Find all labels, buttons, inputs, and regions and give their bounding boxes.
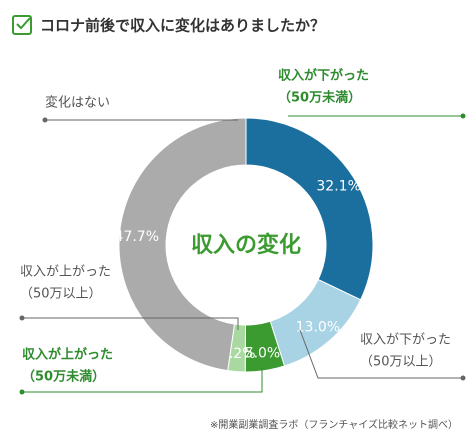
- leader-dot: [19, 315, 25, 321]
- value-label: 13.0%: [296, 320, 340, 336]
- donut-segment: [118, 117, 247, 372]
- category-label: 収入が上がった: [22, 347, 113, 363]
- category-label: （50万以上）: [20, 287, 102, 302]
- donut-segment: [245, 117, 374, 301]
- category-label: 収入が下がった: [278, 68, 369, 84]
- category-label: （50万未満）: [278, 90, 361, 106]
- check-icon: [16, 17, 31, 30]
- leader-dot: [460, 375, 466, 381]
- category-label: 収入が下がった: [360, 333, 451, 348]
- center-label: 収入の変化: [191, 232, 301, 258]
- leader-line: [299, 329, 463, 379]
- check-box: [12, 15, 32, 35]
- category-label: （50万以上）: [360, 355, 442, 370]
- value-label: 32.1%: [316, 179, 360, 195]
- chart-title: コロナ前後で収入に変化はありましたか？: [40, 17, 325, 35]
- category-label: 収入が上がった: [20, 265, 111, 280]
- value-label: 5.0%: [245, 345, 281, 361]
- leader-dot: [42, 117, 48, 123]
- leader-dot: [460, 113, 466, 119]
- leader-line: [22, 317, 239, 330]
- category-label: （50万未満）: [22, 369, 105, 385]
- value-label: 47.7%: [115, 229, 159, 245]
- category-label: 変化はない: [45, 95, 110, 111]
- source: ※開業副業調査ラボ（フランチャイズ比較ネット調べ）: [210, 418, 458, 431]
- leader-line: [22, 368, 263, 393]
- leader-dot: [19, 389, 25, 395]
